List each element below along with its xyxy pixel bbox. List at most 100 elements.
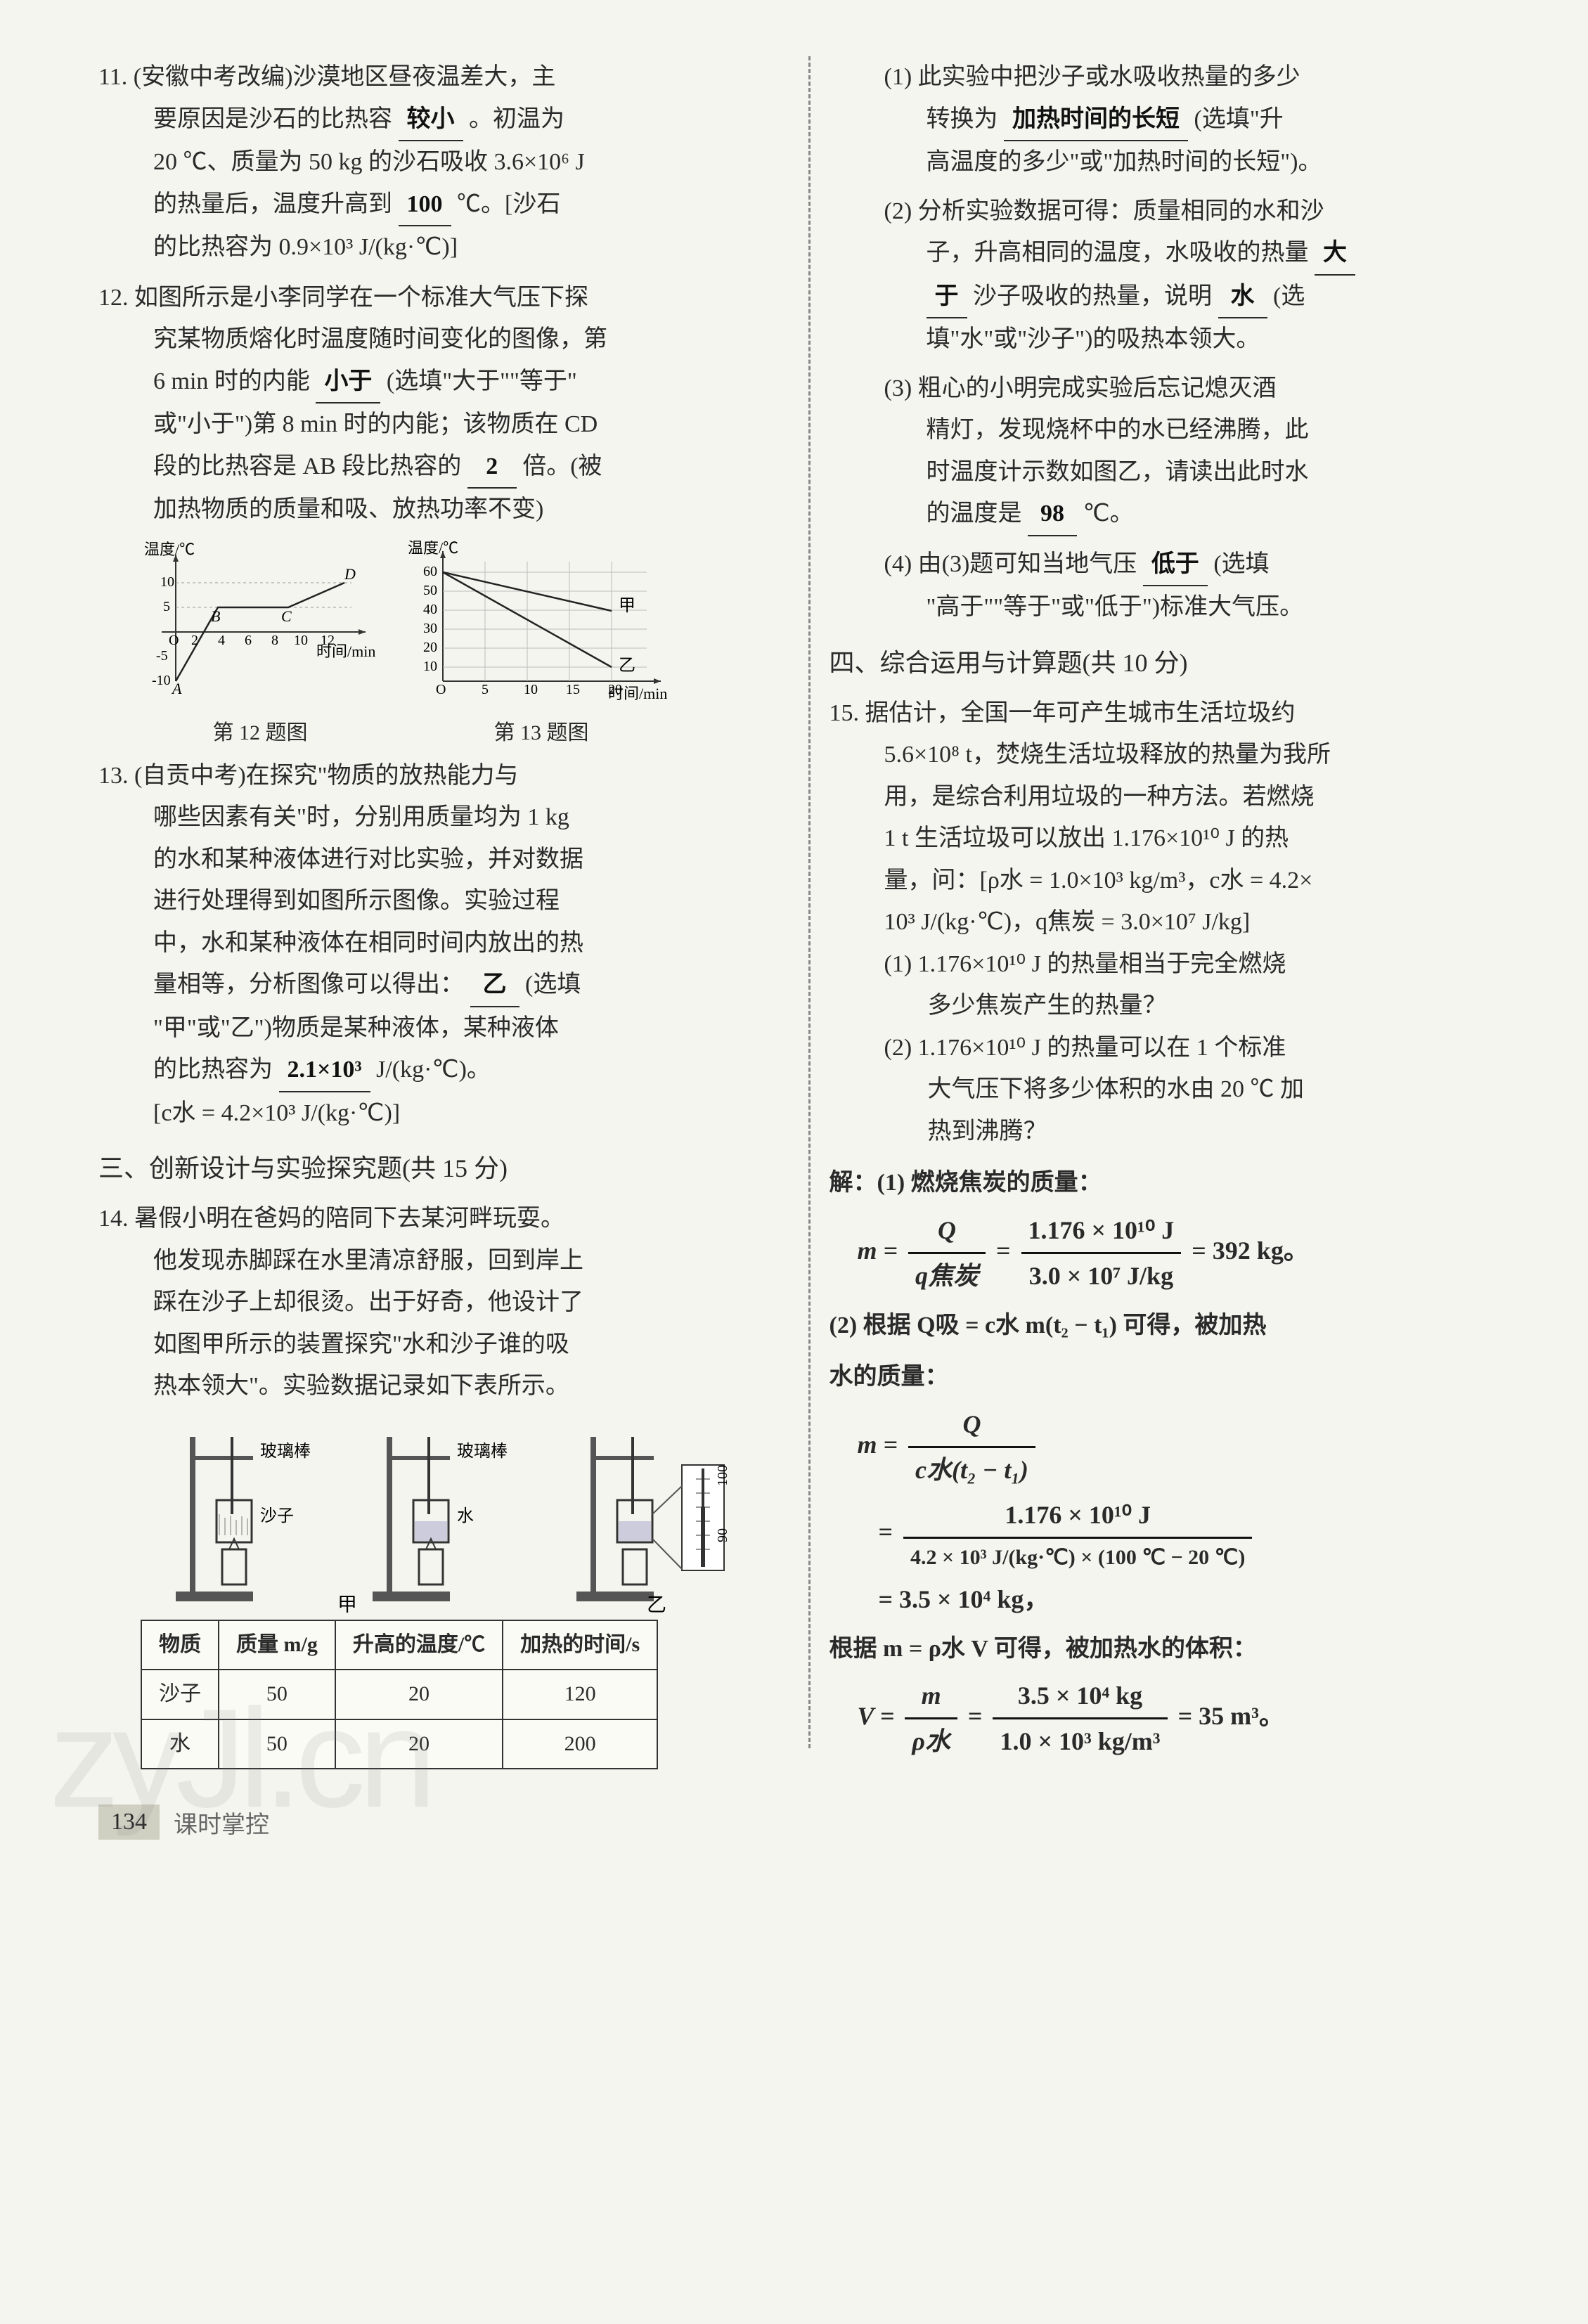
f1-num2: 1.176 × 10¹⁰ J [1021,1211,1182,1254]
right-column: (1) 此实验中把沙子或水吸收热量的多少 转换为 加热时间的长短 (选填"升 高… [808,56,1518,1776]
q12-answer-2: 2 [467,446,517,489]
q13-text: 的水和某种液体进行对比实验，并对数据 [98,839,787,881]
table-header: 质量 m/g [219,1620,335,1670]
svg-text:90: 90 [715,1528,730,1542]
sub-text: 精灯，发现烧杯中的水已经沸腾，此 [884,409,1518,451]
f2-lhs: m = [858,1430,898,1458]
q14-text: 热本领大"。实验数据记录如下表所示。 [98,1365,787,1407]
q13-text: 量相等，分析图像可以得出： [153,971,464,998]
svg-text:8: 8 [271,633,278,648]
solution-head-2: (2) 根据 Q吸 = c水 m(t₂ − t₁) 可得，被加热 [829,1305,1518,1347]
table-row: 沙子 50 20 120 [141,1670,657,1719]
q11-text: 20 ℃、质量为 50 kg 的沙石吸收 3.6×10⁶ J [98,141,787,183]
sub-text: ℃。 [1083,501,1134,527]
figure-12: 温度/℃ 时间/min 10 5 -5 -10 O 2 4 [141,541,380,752]
q14-text: 暑假小明在爸妈的陪同下去某河畔玩耍。 [134,1206,564,1232]
sub-text: (选填 [1213,551,1269,577]
svg-text:O: O [169,633,179,648]
q15-text: 1 t 生活垃圾可以放出 1.176×10¹⁰ J 的热 [829,818,1518,860]
table-cell: 50 [219,1719,335,1769]
f2-den2: 4.2 × 10³ J/(kg·℃) × (100 ℃ − 20 ℃) [903,1539,1252,1573]
svg-text:10: 10 [423,659,437,674]
question-14: 14. 暑假小明在爸妈的陪同下去某河畔玩耍。 他发现赤脚踩在水里清凉舒服，回到岸… [98,1198,787,1407]
q15-sub2: (2) 1.176×10¹⁰ J 的热量可以在 1 个标准 [829,1027,1518,1069]
f1-num1: Q [908,1211,986,1254]
sub-text: (选 [1273,283,1305,309]
q14-2-answer-1b: 于 [927,276,967,319]
q13-text: J/(kg·℃)。 [376,1057,491,1083]
f3-den1: ρ水 [905,1719,957,1760]
svg-text:B: B [211,607,220,625]
figure-13: 温度/℃ 时间/min 10 20 30 40 50 60 O 5 10 15 … [408,541,675,752]
sub-text: 由(3)题可知当地气压 [918,551,1137,577]
q12-text: 6 min 时的内能 [153,368,310,394]
svg-text:玻璃棒: 玻璃棒 [457,1442,508,1461]
svg-text:玻璃棒: 玻璃棒 [260,1442,311,1461]
q11-text: ℃。[沙石 [457,191,560,217]
q12-text: 如图所示是小李同学在一个标准大气压下探 [134,285,588,311]
q14-3-answer: 98 [1028,493,1077,536]
f2-result: = 3.5 × 10⁴ kg， [858,1585,1050,1613]
q11-answer-1: 较小 [399,98,463,142]
page-content: 11. (安徽中考改编)沙漠地区昼夜温差大，主 要原因是沙石的比热容 较小 。初… [98,56,1518,1776]
svg-text:10: 10 [160,574,174,590]
question-11: 11. (安徽中考改编)沙漠地区昼夜温差大，主 要原因是沙石的比热容 较小 。初… [98,56,787,269]
svg-text:100: 100 [715,1465,730,1486]
q11-text: (安徽中考改编)沙漠地区昼夜温差大，主 [134,64,556,90]
svg-text:A: A [171,680,182,697]
q13-text: 中，水和某种液体在相同时间内放出的热 [98,922,787,964]
fig12-chart: 温度/℃ 时间/min 10 5 -5 -10 O 2 4 [141,541,380,702]
table-cell: 120 [503,1670,657,1719]
question-12: 12. 如图所示是小李同学在一个标准大气压下探 究某物质熔化时温度随时间变化的图… [98,277,787,531]
q12-text: 加热物质的质量和吸、放热功率不变) [98,489,787,531]
q14-1-answer: 加热时间的长短 [1004,98,1188,142]
q13-text: 哪些因素有关"时，分别用质量均为 1 kg [98,796,787,839]
q15-text: 10³ J/(kg·℃)，q焦炭 = 3.0×10⁷ J/kg] [829,901,1518,943]
sub-text: 此实验中把沙子或水吸收热量的多少 [918,64,1300,90]
f3-num2: 3.5 × 10⁴ kg [993,1677,1167,1719]
q12-text: 倍。(被 [522,453,602,479]
f2-den1: c水(t₂ − t₁) [908,1448,1035,1489]
q11-answer-2: 100 [399,183,451,227]
svg-text:D: D [344,565,356,583]
fig13-ylabel: 温度/℃ [408,541,458,557]
page-footer: 134 课时掌控 [98,1805,1518,1840]
q13-text: 的比热容为 [153,1057,273,1083]
sub-text: 转换为 [927,106,998,132]
sub-text: 分析实验数据可得：质量相同的水和沙 [918,198,1324,224]
q14-2-answer-1a: 大 [1315,232,1355,276]
sub-text: 的温度是 [927,501,1022,527]
fig13-chart: 温度/℃ 时间/min 10 20 30 40 50 60 O 5 10 15 … [408,541,675,702]
svg-text:甲: 甲 [619,597,635,615]
q11-text: 。初温为 [469,106,564,132]
sub-text: "高于""等于"或"低于")标准大气压。 [884,586,1518,628]
column-divider [808,56,811,1748]
left-column: 11. (安徽中考改编)沙漠地区昼夜温差大，主 要原因是沙石的比热容 较小 。初… [98,56,808,1776]
q12-text: (选填"大于""等于" [387,368,577,394]
q11-text: 的热量后，温度升高到 [153,191,392,217]
table-cell: 水 [141,1719,219,1769]
solution-head-2b: 水的质量： [829,1356,1518,1398]
svg-text:C: C [281,607,292,625]
table-cell: 50 [219,1670,335,1719]
svg-text:5: 5 [163,599,170,614]
q14-number: 14. [98,1206,129,1232]
f2-num2: 1.176 × 10¹⁰ J [903,1496,1252,1539]
sub-text: 时温度计示数如图乙，请读出此时水 [884,451,1518,493]
section-3-heading: 三、创新设计与实验探究题(共 15 分) [98,1147,787,1191]
f2-num1: Q [908,1405,1035,1448]
q13-number: 13. [98,763,129,789]
question-13: 13. (自贡中考)在探究"物质的放热能力与 哪些因素有关"时，分别用质量均为 … [98,755,787,1135]
apparatus-figure: 玻璃棒 沙子 玻璃棒 水 甲 [162,1416,787,1613]
q13-text: 进行处理得到如图所示图像。实验过程 [98,880,787,922]
svg-text:-5: -5 [156,648,168,664]
q13-text: (自贡中考)在探究"物质的放热能力与 [134,763,519,789]
f1-den1: q焦炭 [908,1254,986,1295]
q15-sub2: 大气压下将多少体积的水由 20 ℃ 加 [829,1069,1518,1111]
formula-3: V = mρ水 = 3.5 × 10⁴ kg1.0 × 10³ kg/m³ = … [829,1677,1518,1760]
formula-2a: m = Qc水(t₂ − t₁) [829,1405,1518,1489]
q11-number: 11. [98,64,127,90]
f3-num1: m [905,1677,957,1719]
experiment-table: 物质 质量 m/g 升高的温度/℃ 加热的时间/s 沙子 50 20 120 水… [141,1620,658,1770]
formula-2b: = 1.176 × 10¹⁰ J4.2 × 10³ J/(kg·℃) × (10… [829,1496,1518,1573]
